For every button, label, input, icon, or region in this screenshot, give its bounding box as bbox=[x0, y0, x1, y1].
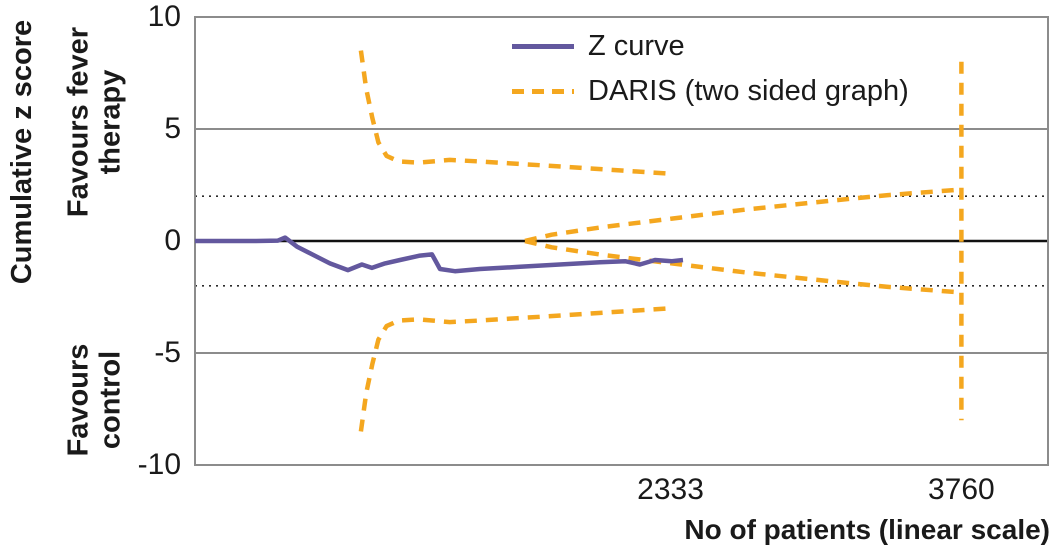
daris-line-sample bbox=[512, 89, 574, 94]
z-curve-0 bbox=[195, 235, 684, 274]
daris-boundary-0 bbox=[358, 50, 673, 177]
legend-label-daris: DARIS (two sided graph) bbox=[588, 75, 909, 107]
daris-boundary-2 bbox=[524, 187, 962, 244]
legend-item-z-curve: Z curve bbox=[512, 30, 909, 63]
favours-fever-label: Favours fever therapy bbox=[62, 26, 127, 218]
y-tick-label--10: -10 bbox=[137, 448, 181, 481]
x-tick-label-3760: 3760 bbox=[928, 473, 995, 506]
legend-item-daris: DARIS (two sided graph) bbox=[512, 75, 909, 108]
y-tick-label-0: 0 bbox=[164, 224, 181, 257]
y-axis-title: Cumulative z score bbox=[6, 20, 38, 284]
chart-legend: Z curve DARIS (two sided graph) bbox=[512, 30, 909, 108]
x-tick-label-2333: 2333 bbox=[637, 473, 704, 506]
favours-control-label: Favours control bbox=[62, 343, 127, 457]
x-axis-title: No of patients (linear scale) bbox=[684, 514, 1050, 545]
y-tick-label-10: 10 bbox=[147, 0, 181, 33]
y-tick-label-5: 5 bbox=[164, 112, 181, 145]
y-axis-title-text: Cumulative z score bbox=[5, 19, 38, 285]
legend-label-z-curve: Z curve bbox=[588, 30, 685, 62]
z-curve-line-sample bbox=[512, 44, 574, 49]
daris-boundary-1 bbox=[358, 305, 673, 432]
daris-boundary-3 bbox=[524, 238, 962, 295]
y-tick-label--5: -5 bbox=[154, 336, 181, 369]
